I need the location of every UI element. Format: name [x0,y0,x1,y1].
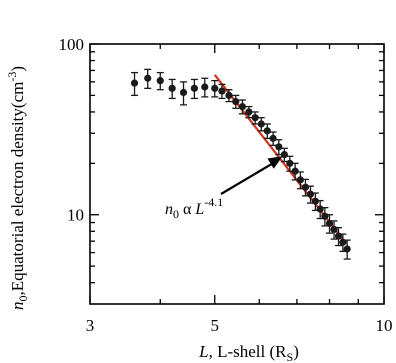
data-points [130,68,351,260]
data-point [245,105,253,119]
data-point [251,111,259,125]
point-marker [156,77,164,85]
power-law-annotation: n0 α L-4.1 [165,195,223,221]
data-point [321,207,329,227]
point-marker [296,176,304,184]
annotation-sub: 0 [173,207,179,221]
data-point [218,83,226,100]
x-axis-label-text: , L-shell (R [209,342,288,361]
point-marker [316,205,324,213]
y-tick-label: 10 [67,206,84,225]
data-point [156,71,164,91]
data-point [257,117,265,132]
point-marker [232,97,240,106]
arrow-shaft [220,161,276,195]
point-marker [168,84,176,92]
x-axis-label-sub: S [287,350,294,363]
y-axis-label-sup: -3 [5,72,19,82]
y-axis-label-sub: 0 [16,296,30,302]
data-point [275,139,283,156]
y-axis-label-var: n [8,302,27,311]
point-marker [275,143,283,151]
point-marker [301,183,310,191]
data-point [211,80,219,98]
data-point [291,162,299,181]
point-marker [257,120,265,128]
point-marker [343,245,351,253]
data-point [201,77,209,98]
y-axis-label-text: ,Equatorial electron density(cm [8,82,27,296]
point-marker [218,87,226,95]
point-marker [211,84,219,92]
x-tick-label: 5 [210,316,219,335]
x-tick-label: 10 [376,316,393,335]
data-point [225,89,233,103]
data-point [168,78,176,100]
data-point [311,192,319,212]
data-point [325,214,334,234]
x-axis-label-var: L [198,342,208,361]
point-marker [190,84,198,92]
point-marker [321,212,329,220]
x-axis-label: L, L-shell (RS) [198,342,299,363]
annotation-arrow [220,156,283,195]
point-marker [245,108,253,116]
data-point [238,99,247,115]
data-point [263,123,271,140]
x-axis-label-close: ) [293,342,299,361]
data-point [130,71,139,97]
point-marker [251,114,259,122]
point-marker [280,151,288,159]
data-point [269,131,277,146]
data-point [179,81,188,106]
point-marker [269,134,277,142]
point-marker [263,127,271,135]
point-marker [130,79,139,87]
data-point [343,239,351,260]
point-marker [325,219,334,227]
annotation-base: L [194,201,204,218]
point-marker [311,197,319,205]
data-point [232,94,240,109]
point-marker [306,190,315,198]
data-point [190,78,198,100]
point-marker [179,88,188,97]
point-marker [201,83,209,91]
data-point [339,233,347,253]
arrow-head [267,156,283,169]
x-tick-label: 3 [86,316,95,335]
y-tick-label: 100 [59,35,85,54]
point-marker [291,167,299,175]
point-marker [238,102,247,111]
plot-axes [89,43,385,305]
annotation-alpha: α [183,201,192,218]
data-point [144,68,152,89]
point-marker [144,74,152,82]
y-axis-label: n0,Equatorial electron density(cm-3) [5,66,30,310]
y-axis-label-close: ) [8,66,27,72]
plot-frame [89,43,385,305]
axis-ticks: 3 5 10 10 100 [59,35,393,335]
annotation-sup: -4.1 [204,195,223,209]
data-point [280,147,288,163]
point-marker [286,159,294,167]
point-marker [330,225,338,234]
annotation-var: n [165,201,173,218]
point-marker [225,91,233,99]
